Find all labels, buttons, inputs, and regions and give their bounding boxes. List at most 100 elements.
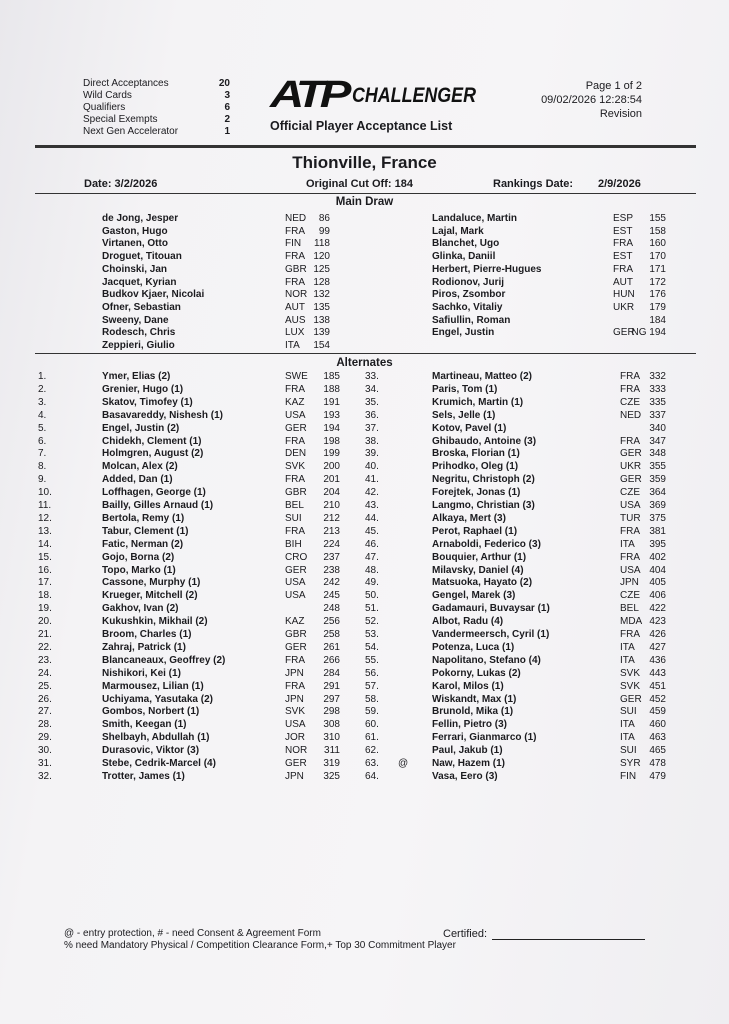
ranking: 258 xyxy=(323,629,340,640)
ranking: 427 xyxy=(649,641,666,653)
nationality: UKR xyxy=(613,301,635,313)
nationality: SVK xyxy=(620,680,641,692)
alternate-number: 62. xyxy=(365,745,379,757)
alternate-number: 29. xyxy=(38,732,52,744)
ranking: 422 xyxy=(649,603,666,615)
player-name: Napolitano, Stefano (4) xyxy=(432,654,541,666)
ranking: 436 xyxy=(649,654,666,666)
nationality: GBR xyxy=(285,629,307,640)
alternate-number: 4. xyxy=(38,409,47,421)
ranking: 402 xyxy=(649,551,666,563)
player-name: Chidekh, Clement (1) xyxy=(102,435,202,447)
player-name: Zeppieri, Giulio xyxy=(102,340,175,351)
ranking: 204 xyxy=(323,487,340,499)
alternate-number: 50. xyxy=(365,590,379,602)
player-name: Glinka, Daniil xyxy=(432,251,496,263)
player-name: Wiskandt, Max (1) xyxy=(432,693,517,705)
alternate-number: 9. xyxy=(38,474,47,486)
alternate-number: 1. xyxy=(38,371,47,382)
alternate-number: 17. xyxy=(38,577,52,589)
ranking: 369 xyxy=(649,500,666,511)
ranking: 120 xyxy=(313,251,330,263)
ranking: 423 xyxy=(649,616,666,628)
player-name: Herbert, Pierre-Hugues xyxy=(432,263,542,275)
document-subtitle: Official Player Acceptance List xyxy=(270,119,453,133)
nationality: KAZ xyxy=(285,616,305,628)
ranking: 335 xyxy=(649,396,666,408)
nationality: DEN xyxy=(285,448,307,460)
nationality: GER xyxy=(285,422,307,434)
player-name: Grenier, Hugo (1) xyxy=(102,383,184,395)
ranking: 158 xyxy=(649,225,666,237)
stat-label: Wild Cards xyxy=(83,90,132,101)
divider xyxy=(35,145,696,148)
nationality: ESP xyxy=(613,213,634,224)
nationality: UKR xyxy=(620,461,642,473)
ranking: 256 xyxy=(323,616,340,628)
player-name: Milavsky, Daniel (4) xyxy=(432,564,524,576)
nationality: USA xyxy=(285,590,306,602)
nationality: LUX xyxy=(285,327,305,339)
nationality: FRA xyxy=(613,238,633,250)
player-name: Marmousez, Lilian (1) xyxy=(102,680,204,692)
player-name: Ofner, Sebastian xyxy=(102,301,181,313)
alternate-number: 63. xyxy=(365,758,379,769)
player-name: Choinski, Jan xyxy=(102,263,168,275)
player-name: Durasovic, Viktor (3) xyxy=(102,745,200,757)
alternate-number: 20. xyxy=(38,616,52,628)
alternate-number: 46. xyxy=(365,538,379,550)
nationality: TUR xyxy=(620,512,641,524)
stat-value: 6 xyxy=(224,102,230,113)
ranking: 479 xyxy=(649,770,666,782)
nationality: CZE xyxy=(620,396,640,408)
nationality: GER xyxy=(620,693,642,705)
ranking: 245 xyxy=(323,590,340,602)
alternate-number: 55. xyxy=(365,654,379,666)
nationality: JOR xyxy=(285,732,305,744)
certified-label: Certified: xyxy=(443,928,488,940)
ranking: 405 xyxy=(649,577,666,589)
alternate-number: 52. xyxy=(365,616,379,628)
alternate-number: 61. xyxy=(365,732,379,744)
ranking: 348 xyxy=(649,448,666,460)
alternate-number: 18. xyxy=(38,590,52,602)
player-name: Pokorny, Lukas (2) xyxy=(432,667,521,679)
player-name: Shelbayh, Abdullah (1) xyxy=(102,732,210,744)
player-name: Lajal, Mark xyxy=(432,225,484,237)
alternate-number: 28. xyxy=(38,719,52,731)
alternate-number: 56. xyxy=(365,667,379,679)
nationality: ITA xyxy=(285,340,300,351)
ranking: 395 xyxy=(649,538,666,550)
nationality: FIN xyxy=(285,238,302,250)
nationality: CZE xyxy=(620,487,640,499)
nationality: GBR xyxy=(285,487,307,499)
player-name: Virtanen, Otto xyxy=(102,238,168,250)
nationality: FRA xyxy=(285,680,305,692)
player-name: Fellin, Pietro (3) xyxy=(432,719,508,731)
nationality: ITA xyxy=(620,732,635,744)
player-name: Brunold, Mika (1) xyxy=(432,706,514,718)
ranking: 284 xyxy=(323,667,340,679)
alternate-number: 22. xyxy=(38,641,52,653)
ranking: 135 xyxy=(313,301,330,313)
nationality: NED xyxy=(285,213,307,224)
alternate-number: 11. xyxy=(38,500,52,511)
timestamp: 09/02/2026 12:28:54 xyxy=(541,94,642,106)
ranking: 333 xyxy=(649,383,666,395)
alternate-number: 12. xyxy=(38,512,52,524)
ranking: 86 xyxy=(318,213,330,224)
player-name: Martineau, Matteo (2) xyxy=(432,371,533,382)
nationality: FRA xyxy=(285,435,305,447)
player-name: Nishikori, Kei (1) xyxy=(102,667,181,679)
player-name: Kotov, Pavel (1) xyxy=(432,422,507,434)
ranking: 188 xyxy=(323,383,340,395)
ranking: 125 xyxy=(313,263,330,275)
rankings-date-label: Rankings Date: xyxy=(493,178,574,190)
player-name: Albot, Radu (4) xyxy=(432,616,504,628)
ranking: 347 xyxy=(649,435,666,447)
ranking: 213 xyxy=(323,525,340,537)
ranking: 452 xyxy=(649,693,666,705)
ranking: 364 xyxy=(649,487,666,499)
alternate-number: 38. xyxy=(365,435,379,447)
alternate-number: 8. xyxy=(38,461,47,473)
